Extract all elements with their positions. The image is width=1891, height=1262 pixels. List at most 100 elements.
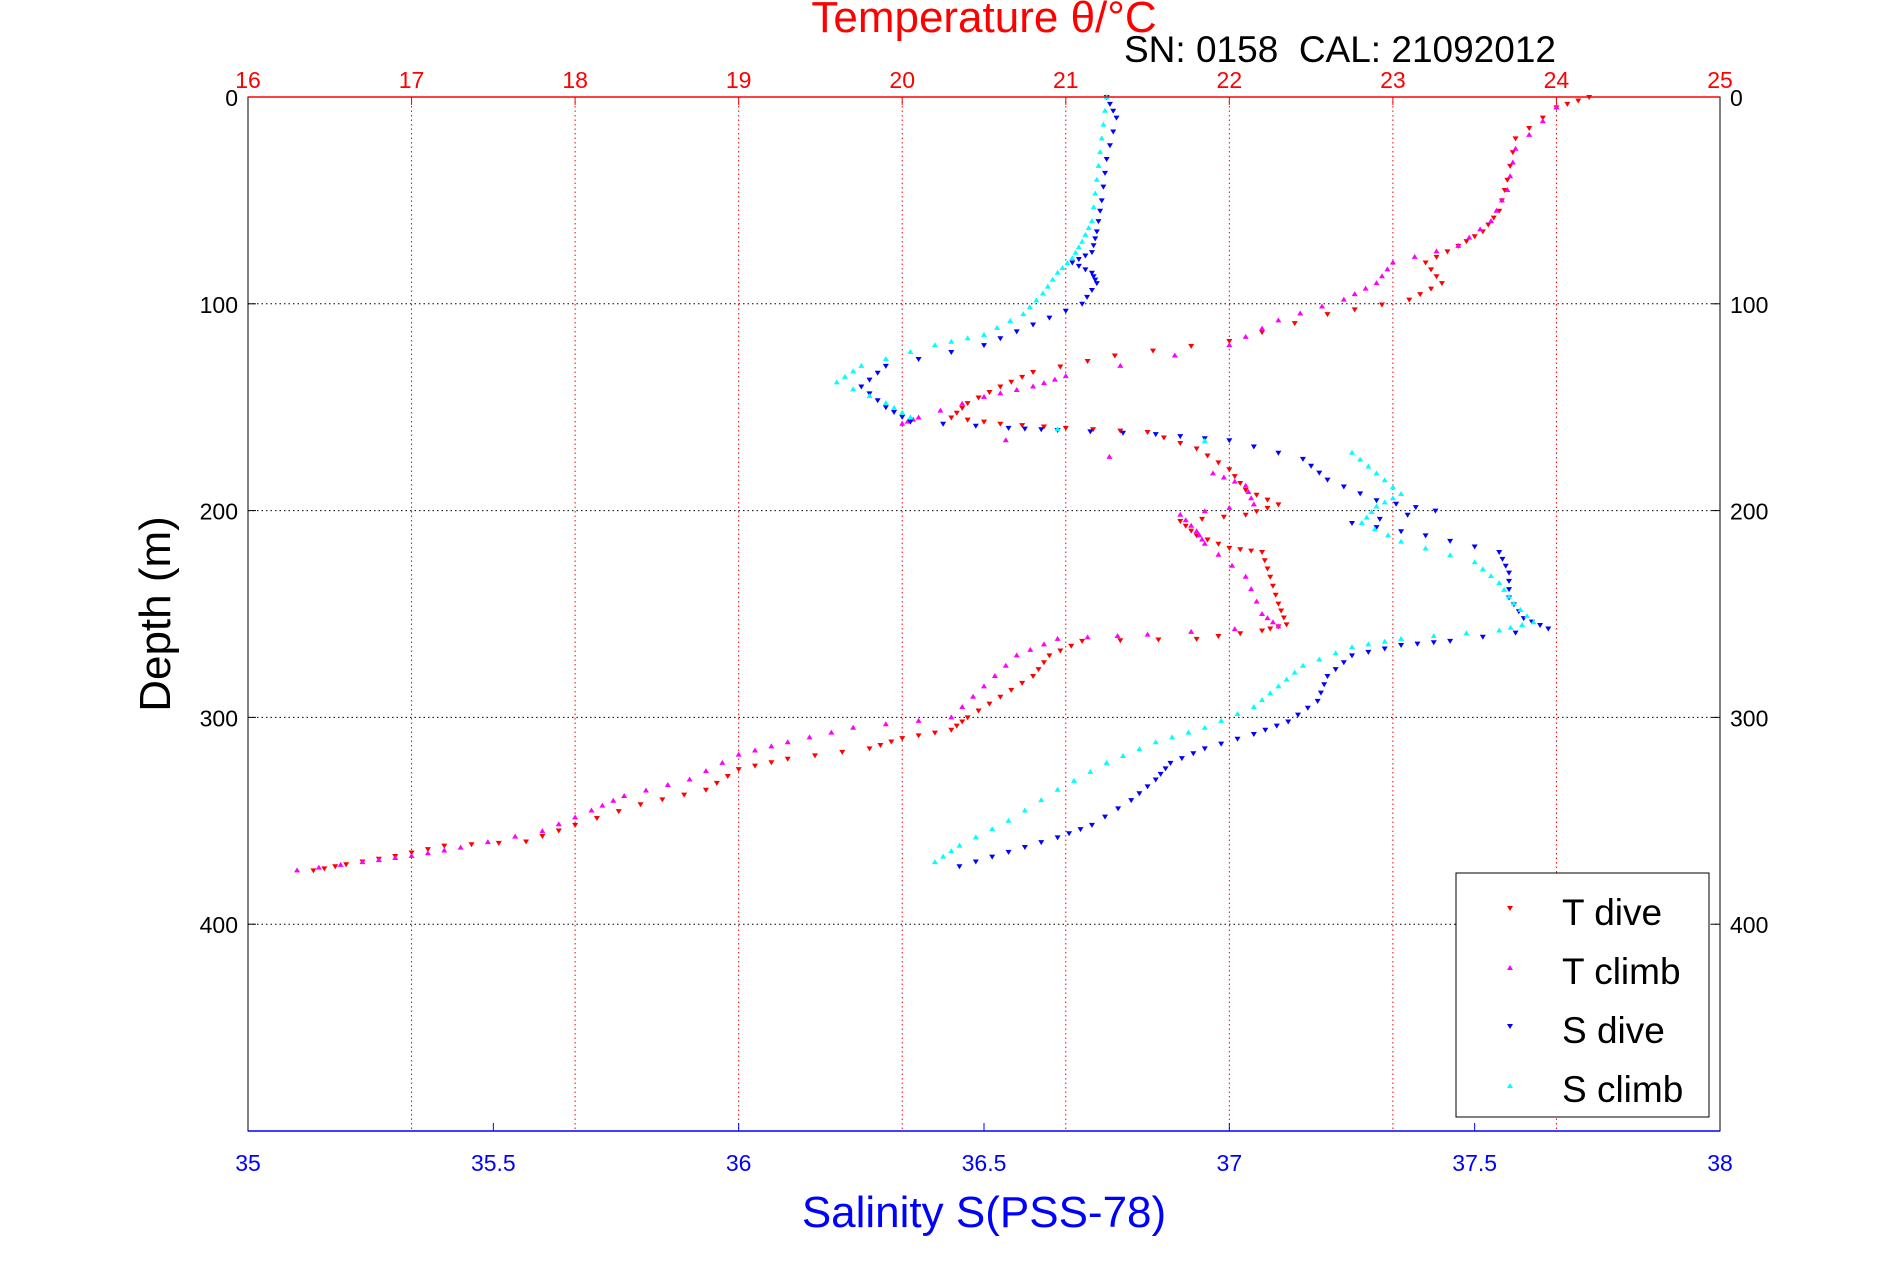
data-point-t-climb [1030,383,1037,389]
data-point-s-dive [1110,129,1117,135]
legend-marker-s-dive [1507,1024,1513,1029]
data-point-t-climb [882,721,889,727]
data-point-s-climb [1102,107,1109,113]
data-point-s-climb [1090,204,1097,210]
data-point-s-climb [1506,593,1513,599]
data-point-s-dive [1404,512,1411,518]
data-point-s-dive [1095,219,1102,225]
data-point-t-climb [1488,218,1495,224]
data-point-s-climb [964,335,971,341]
data-point-s-dive [1092,236,1099,242]
data-point-t-dive [332,864,339,870]
data-point-s-dive [1349,521,1355,527]
data-point-t-dive [997,694,1004,700]
legend-label-t-dive: T dive [1562,892,1662,933]
data-point-t-climb [1027,646,1034,652]
data-point-s-climb [1097,149,1104,155]
data-point-s-dive [1512,630,1519,636]
temperature-tick-label: 17 [399,67,425,93]
data-point-s-dive [1285,719,1292,725]
data-point-t-dive [1428,286,1435,292]
depth-tick-label-left: 300 [200,705,238,731]
salinity-tick-label: 36.5 [962,1150,1007,1176]
data-point-s-climb [1371,526,1378,532]
data-point-s-dive [989,854,996,860]
legend-item-s-climb: S climb [1507,1069,1683,1110]
data-point-t-climb [981,683,987,689]
data-point-s-dive [1106,143,1113,149]
data-point-s-dive [1092,277,1099,283]
data-point-t-climb [408,852,415,858]
data-point-s-climb [1524,613,1531,619]
data-point-s-dive [1273,723,1280,729]
data-point-s-climb [1007,318,1014,324]
data-point-s-climb [1044,283,1051,289]
data-point-t-climb [1229,562,1236,568]
data-point-t-dive [1471,234,1478,240]
data-point-t-climb [686,776,693,782]
data-point-s-dive [1340,660,1347,666]
depth-tick-label-right: 0 [1730,85,1743,111]
data-point-t-climb [1378,273,1385,279]
data-point-s-dive [915,356,922,362]
data-point-t-climb [899,420,906,426]
data-point-s-dive [1084,294,1091,300]
data-point-t-dive [915,733,922,739]
data-point-s-climb [981,331,987,337]
data-point-s-dive [1110,108,1117,114]
data-point-s-climb [1020,311,1027,317]
temperature-tick-label: 19 [726,67,752,93]
data-point-t-climb [424,850,431,856]
data-point-s-climb [1093,176,1100,182]
data-point-t-dive [1193,446,1200,452]
data-point-t-climb [555,821,562,827]
data-point-t-dive [997,384,1004,390]
data-point-s-dive [1412,505,1419,511]
data-point-s-dive [1046,315,1053,321]
data-point-s-dive [1250,444,1257,450]
data-point-t-dive [1150,348,1157,354]
data-point-t-climb [1117,362,1124,368]
data-point-t-dive [1444,249,1451,255]
data-point-t-dive [1272,592,1279,598]
data-point-t-dive [981,419,987,425]
data-point-s-dive [956,864,963,870]
data-point-s-dive [1506,587,1513,593]
data-point-t-climb [991,673,998,679]
data-point-s-climb [1185,729,1192,735]
data-point-s-climb [1447,552,1454,558]
data-point-s-dive [972,859,979,865]
data-point-t-climb [1084,634,1091,640]
data-point-s-climb [1389,484,1396,490]
data-point-s-climb [1363,514,1370,520]
data-point-s-dive [1502,563,1509,569]
legend-marker-t-climb [1507,965,1513,970]
data-point-s-dive [1075,263,1082,269]
data-point-t-dive [1057,648,1064,654]
data-point-s-climb [1501,586,1508,592]
series-s-dive [858,95,1552,870]
data-point-s-climb [1059,264,1066,270]
data-point-s-dive [1506,570,1513,576]
data-point-s-dive [1357,491,1364,497]
data-point-t-climb [1182,517,1189,523]
data-point-t-dive [1040,424,1047,430]
data-point-s-dive [1102,814,1109,820]
data-point-s-climb [1152,739,1159,745]
data-point-t-climb [1013,652,1020,658]
data-point-s-dive [1479,634,1486,640]
data-point-t-climb [702,768,709,774]
data-point-s-dive [1537,623,1544,629]
data-point-t-dive [343,862,350,868]
data-point-t-climb [1051,376,1058,382]
data-point-s-dive [1365,649,1372,655]
data-point-s-dive [1162,766,1169,772]
data-point-t-dive [735,767,742,773]
data-point-s-climb [899,409,906,415]
data-point-t-climb [1002,437,1009,443]
data-point-s-dive [1496,549,1503,555]
data-point-s-dive [1381,646,1388,652]
data-point-s-dive [997,336,1004,342]
data-point-t-dive [1226,339,1233,345]
data-point-s-climb [1103,759,1110,765]
